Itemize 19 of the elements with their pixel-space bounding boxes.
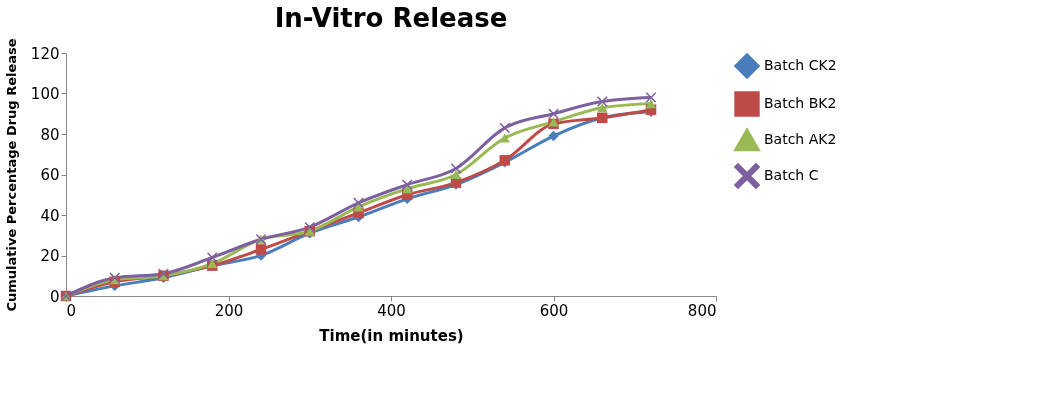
legend-label: Batch C [764,167,819,183]
y-tick-label: 20 [40,247,60,265]
y-tick-label: 120 [30,44,60,63]
x-axis-title: Time(in minutes) [319,326,464,345]
x-tick-label: 400 [377,301,406,320]
legend-label: Batch BK2 [764,95,837,111]
legend-label: Batch CK2 [764,57,837,73]
chart-title: In-Vitro Release [274,2,508,33]
y-tick-label: 100 [30,85,60,103]
y-tick-label: 80 [40,125,60,144]
y-tick-label: 0 [49,287,60,306]
y-tick-label: 40 [40,206,60,225]
x-tick-label: 0 [66,301,77,320]
legend-label: Batch AK2 [764,131,837,147]
x-tick-label: 200 [214,301,244,320]
x-tick-label: 600 [539,301,569,320]
y-tick-label: 60 [40,166,60,184]
y-axis-title: Cumulative Percentage Drug Release [3,38,19,312]
x-tick-label: 800 [687,301,717,320]
